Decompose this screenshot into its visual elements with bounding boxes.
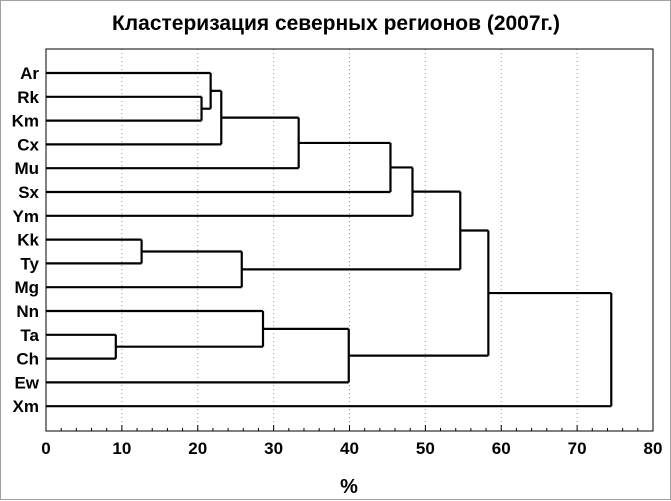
leaf-label-ch: Ch	[16, 350, 39, 369]
leaf-label-ar: Ar	[20, 64, 39, 83]
leaf-label-mu: Mu	[14, 159, 39, 178]
x-tick-label: 0	[41, 439, 50, 458]
leaf-label-kk: Kk	[17, 231, 39, 250]
x-tick-label: 30	[264, 439, 283, 458]
x-tick-label: 50	[416, 439, 435, 458]
leaf-label-xm: Xm	[13, 397, 39, 416]
leaf-label-sx: Sx	[18, 183, 39, 202]
chart-title: Кластеризация северных регионов (2007г.)	[112, 12, 560, 35]
x-tick-label: 20	[188, 439, 207, 458]
leaf-label-mg: Mg	[14, 278, 39, 297]
leaf-label-cx: Cx	[17, 135, 39, 154]
x-tick-label: 70	[568, 439, 587, 458]
leaf-label-ta: Ta	[20, 326, 39, 345]
x-tick-label: 80	[644, 439, 663, 458]
x-tick-label: 60	[492, 439, 511, 458]
leaf-label-ty: Ty	[20, 254, 39, 273]
leaf-label-nn: Nn	[16, 302, 39, 321]
leaf-label-rk: Rk	[17, 88, 39, 107]
x-tick-label: 10	[112, 439, 131, 458]
leaf-label-ew: Ew	[14, 373, 39, 392]
leaf-label-km: Km	[12, 112, 39, 131]
leaf-label-ym: Ym	[13, 207, 39, 226]
x-tick-label: 40	[340, 439, 359, 458]
x-axis-label: %	[340, 476, 358, 498]
